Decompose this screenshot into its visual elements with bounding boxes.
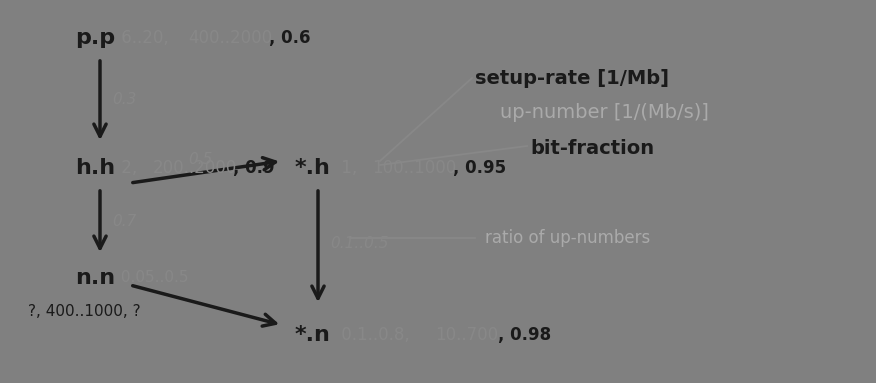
Text: setup-rate [1/Mb]: setup-rate [1/Mb]	[475, 69, 669, 87]
Text: 0.05..0.5: 0.05..0.5	[117, 270, 189, 285]
Text: 0.3: 0.3	[112, 93, 137, 108]
Text: 10..700: 10..700	[435, 326, 498, 344]
Text: ?, 400..1000, ?: ?, 400..1000, ?	[28, 303, 141, 319]
Text: 2,: 2,	[117, 159, 143, 177]
Text: , 0.6: , 0.6	[269, 29, 311, 47]
Text: 6..20,: 6..20,	[117, 29, 174, 47]
Text: 0.5: 0.5	[188, 152, 212, 167]
Text: n.n: n.n	[75, 268, 115, 288]
Text: p.p: p.p	[75, 28, 115, 48]
Text: 100..1000: 100..1000	[372, 159, 456, 177]
Text: 0.7: 0.7	[112, 213, 137, 229]
Text: , 0.9: , 0.9	[233, 159, 275, 177]
Text: 0.1..0.8,: 0.1..0.8,	[336, 326, 415, 344]
Text: ratio of up-numbers: ratio of up-numbers	[485, 229, 650, 247]
Text: , 0.95: , 0.95	[454, 159, 506, 177]
Text: 0.1..0.5: 0.1..0.5	[330, 236, 388, 250]
Text: 400..2000: 400..2000	[188, 29, 272, 47]
Text: *.n: *.n	[295, 325, 331, 345]
Text: 200..2000: 200..2000	[152, 159, 237, 177]
Text: bit-fraction: bit-fraction	[530, 139, 654, 157]
Text: 1,: 1,	[336, 159, 363, 177]
Text: *.h: *.h	[295, 158, 331, 178]
Text: , 0.98: , 0.98	[498, 326, 552, 344]
Text: up-number [1/(Mb/s)]: up-number [1/(Mb/s)]	[500, 103, 709, 123]
Text: h.h: h.h	[75, 158, 115, 178]
